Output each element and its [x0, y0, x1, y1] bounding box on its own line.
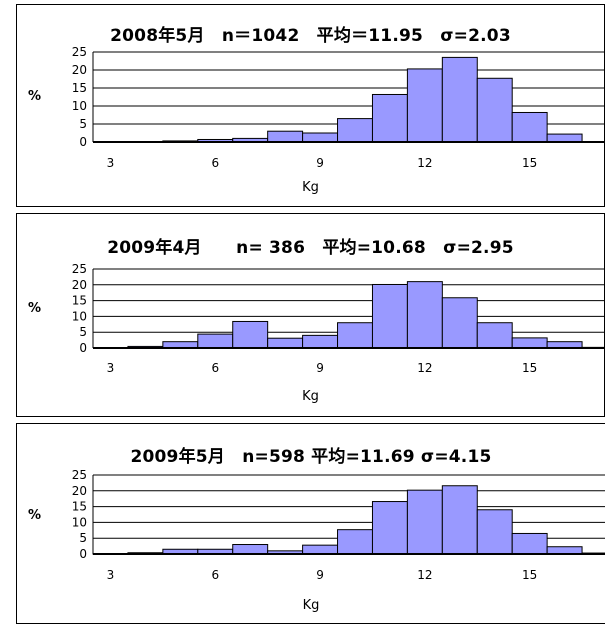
histogram-panel-2008-05: 2008年5月 n＝1042 平均＝11.95 σ=2.03 % 0 5 10 15 2… [16, 4, 605, 207]
x-tick-label: 9 [316, 156, 324, 170]
y-axis-label: % [28, 89, 42, 104]
histogram-bar [406, 281, 443, 349]
y-tick-label: 5 [79, 531, 87, 545]
x-axis-label: Kg [302, 389, 319, 404]
histogram-bar [232, 544, 269, 555]
histogram-bar [476, 322, 513, 349]
x-axis-label: Kg [302, 180, 319, 195]
y-tick-label: 10 [72, 99, 87, 113]
histogram-bar [267, 337, 304, 349]
y-tick-label: 15 [72, 81, 87, 95]
histogram-bar [441, 485, 478, 555]
histogram-bar [546, 546, 583, 555]
histogram-bar [476, 77, 513, 143]
histogram-bar [546, 133, 583, 143]
y-tick-label: 25 [72, 468, 87, 482]
y-tick-label: 0 [79, 547, 87, 561]
histogram-bar [511, 532, 548, 555]
histogram-bar [337, 118, 373, 143]
y-axis-label: % [28, 301, 42, 316]
y-tick-label: 20 [72, 484, 87, 498]
y-tick-label: 0 [79, 341, 87, 355]
x-tick-label: 9 [316, 361, 324, 375]
histogram-bar [302, 334, 339, 349]
y-tick-label: 0 [79, 135, 87, 149]
histogram-bar [302, 132, 339, 143]
histogram-panel-2009-05: 2009年5月 n=598 平均=11.69 σ=4.15 % 0 5 10 15 20… [16, 423, 605, 624]
histogram-bar [337, 529, 373, 555]
x-tick-label: 12 [417, 361, 432, 375]
y-tick-label: 10 [72, 515, 87, 529]
x-tick-label: 15 [522, 361, 537, 375]
x-tick-label: 15 [522, 156, 537, 170]
histogram-bar [441, 297, 478, 349]
histogram-bar [371, 93, 408, 143]
chart-title: 2008年5月 n＝1042 平均＝11.95 σ=2.03 [110, 26, 511, 46]
x-tick-label: 6 [211, 156, 219, 170]
x-tick-label: 15 [522, 568, 537, 582]
y-tick-label: 20 [72, 278, 87, 292]
y-tick-label: 10 [72, 309, 87, 323]
x-tick-label: 3 [107, 156, 115, 170]
y-tick-label: 25 [72, 262, 87, 276]
x-tick-label: 3 [107, 361, 115, 375]
histogram-panel-2009-04: 2009年4月 n= 386 平均=10.68 σ=2.95 % 0 5 10 15 2… [16, 213, 605, 417]
chart-title: 2009年5月 n=598 平均=11.69 σ=4.15 [130, 447, 492, 467]
histogram-bar [371, 283, 408, 349]
histogram-bar [511, 337, 548, 349]
chart-title: 2009年4月 n= 386 平均=10.68 σ=2.95 [107, 238, 514, 258]
histogram-bar [441, 56, 478, 143]
y-tick-label: 25 [72, 45, 87, 59]
histogram-bar [337, 322, 373, 349]
x-tick-label: 6 [211, 361, 219, 375]
histogram-bar [267, 130, 304, 143]
histogram-bar [302, 544, 339, 555]
x-tick-label: 3 [107, 568, 115, 582]
histogram-bar [406, 489, 443, 555]
x-tick-label: 12 [417, 156, 432, 170]
histogram-bar [232, 320, 269, 349]
x-tick-label: 9 [316, 568, 324, 582]
y-tick-label: 5 [79, 325, 87, 339]
histogram-bar [371, 501, 408, 555]
y-tick-label: 15 [72, 294, 87, 308]
histogram-bar [476, 509, 513, 555]
y-tick-label: 15 [72, 500, 87, 514]
y-tick-label: 20 [72, 63, 87, 77]
histogram-bar [511, 111, 548, 143]
histogram-chart: 0 5 10 15 20 25 3 6 9 12 15 [72, 45, 605, 170]
x-tick-label: 12 [417, 568, 432, 582]
histogram-bar [406, 68, 443, 143]
y-axis-label: % [28, 508, 42, 523]
y-tick-label: 5 [79, 117, 87, 131]
histogram-bar [197, 333, 234, 349]
x-axis-label: Kg [302, 598, 320, 613]
x-tick-label: 6 [211, 568, 219, 582]
